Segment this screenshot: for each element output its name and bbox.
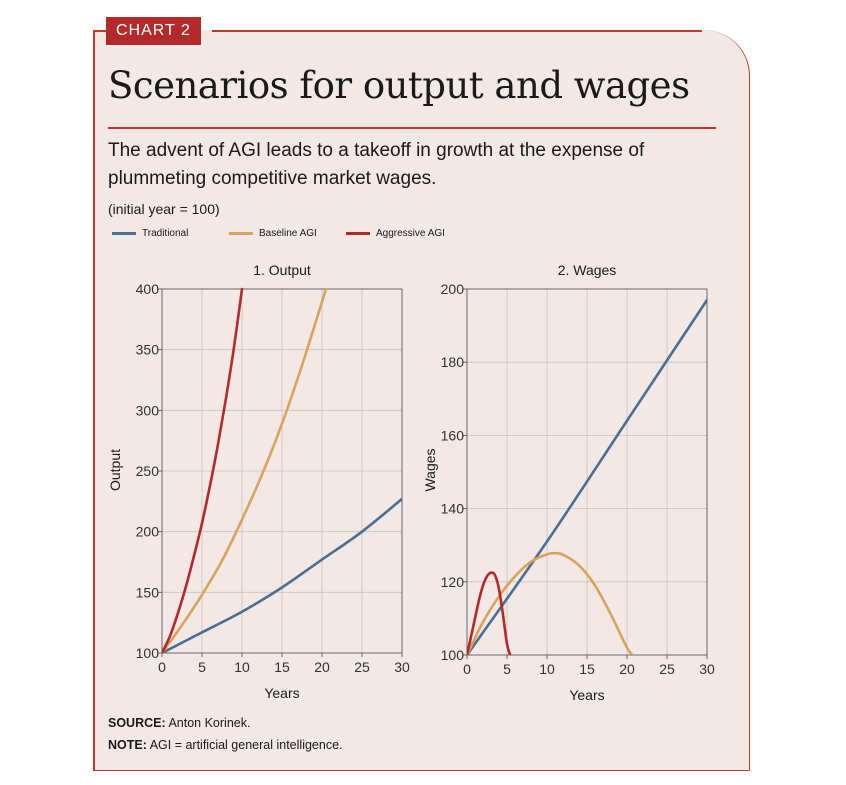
legend-item-aggressive-agi: Aggressive AGI [346, 228, 445, 239]
x-tick-label: 15 [274, 659, 290, 675]
y-tick-label: 300 [136, 402, 160, 418]
series-line-aggressive-agi [162, 287, 244, 653]
series-line-baseline-agi [162, 287, 328, 653]
x-tick-label: 30 [394, 659, 410, 675]
x-tick-label: 30 [699, 661, 715, 677]
note-line: NOTE: AGI = artificial general intellige… [108, 738, 343, 752]
legend-swatch-baseline-agi [229, 232, 253, 235]
source-line: SOURCE: Anton Korinek. [108, 716, 250, 730]
y-tick-label: 400 [136, 281, 160, 297]
x-tick-label: 25 [354, 659, 370, 675]
x-tick-label: 0 [158, 659, 166, 675]
y-tick-label: 350 [136, 342, 160, 358]
x-tick-label: 20 [619, 661, 635, 677]
panel-title: 2. Wages [558, 262, 617, 278]
y-tick-label: 200 [441, 281, 465, 297]
chart-badge: CHART 2 [106, 17, 201, 45]
y-tick-label: 100 [136, 645, 160, 661]
series-line-traditional [162, 497, 402, 653]
y-axis-label: Output [107, 449, 123, 491]
x-tick-label: 15 [579, 661, 595, 677]
y-tick-label: 250 [136, 463, 160, 479]
y-tick-label: 200 [136, 524, 160, 540]
legend-label: Aggressive AGI [376, 228, 445, 239]
y-tick-label: 160 [441, 427, 465, 443]
y-tick-label: 120 [441, 574, 465, 590]
x-tick-label: 10 [234, 659, 250, 675]
x-tick-label: 25 [659, 661, 675, 677]
note-text: AGI = artificial general intelligence. [149, 738, 343, 752]
y-tick-label: 150 [136, 584, 160, 600]
y-tick-label: 100 [441, 647, 465, 663]
y-tick-label: 180 [441, 354, 465, 370]
y-tick-label: 140 [441, 501, 465, 517]
note-label: NOTE: [108, 738, 147, 752]
page-title: Scenarios for output and wages [108, 64, 690, 107]
unit-note: (initial year = 100) [108, 201, 220, 217]
legend-label: Baseline AGI [259, 228, 317, 239]
legend-item-traditional: Traditional [112, 228, 188, 239]
x-tick-label: 20 [314, 659, 330, 675]
y-axis-label: Wages [422, 448, 438, 491]
card-top-border [93, 30, 106, 32]
x-axis-label: Years [569, 687, 604, 703]
legend-item-baseline-agi: Baseline AGI [229, 228, 317, 239]
x-tick-label: 5 [198, 659, 206, 675]
legend-label: Traditional [142, 228, 189, 239]
panel-title: 1. Output [253, 262, 311, 278]
series-line-aggressive-agi [467, 571, 512, 655]
x-axis-label: Years [264, 685, 299, 701]
source-label: SOURCE: [108, 716, 166, 730]
series-line-baseline-agi [467, 551, 634, 655]
legend-swatch-aggressive-agi [346, 232, 370, 235]
subtitle: The advent of AGI leads to a takeoff in … [108, 140, 645, 189]
card-left-border [93, 30, 95, 771]
x-tick-label: 0 [463, 661, 471, 677]
x-tick-label: 10 [539, 661, 555, 677]
source-text: Anton Korinek. [168, 716, 251, 730]
legend-swatch-traditional [112, 232, 136, 235]
card-top-border [212, 30, 702, 32]
title-rule [108, 127, 716, 129]
x-tick-label: 5 [503, 661, 511, 677]
series-line-traditional [467, 298, 707, 655]
